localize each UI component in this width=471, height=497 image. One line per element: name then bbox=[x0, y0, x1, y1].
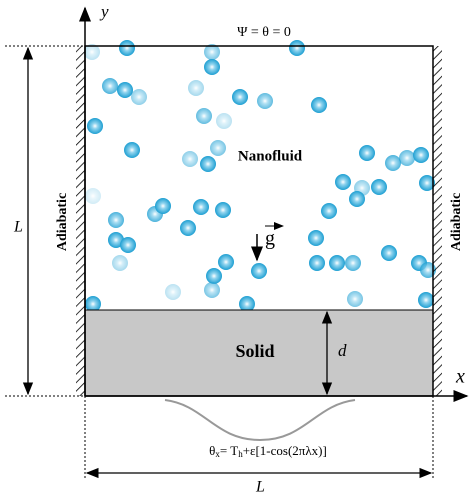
particle bbox=[289, 40, 305, 56]
particle bbox=[413, 147, 429, 163]
f-rest: +ε[1-cos(2πλx)] bbox=[243, 443, 327, 458]
particle bbox=[85, 296, 101, 312]
particle bbox=[84, 44, 100, 60]
particle bbox=[418, 292, 434, 308]
particle bbox=[381, 245, 397, 261]
particle bbox=[108, 232, 124, 248]
particle bbox=[87, 118, 103, 134]
fluid-label: Nanofluid bbox=[238, 148, 303, 164]
heating-profile bbox=[164, 399, 356, 442]
right-hatch bbox=[433, 46, 442, 396]
particles bbox=[84, 40, 436, 312]
x-label: x bbox=[455, 366, 465, 388]
particle bbox=[399, 150, 415, 166]
particle bbox=[204, 44, 220, 60]
f-sub: h bbox=[238, 449, 243, 459]
particle bbox=[180, 220, 196, 236]
gravity-label: g bbox=[265, 228, 275, 250]
particle bbox=[309, 255, 325, 271]
particle bbox=[155, 198, 171, 214]
particle bbox=[419, 175, 435, 191]
particle bbox=[204, 282, 220, 298]
particle bbox=[308, 230, 324, 246]
particle bbox=[206, 268, 222, 284]
particle bbox=[321, 203, 337, 219]
particle bbox=[165, 284, 181, 300]
left-hatch bbox=[76, 46, 85, 396]
solid-label: Solid bbox=[235, 341, 274, 361]
width-label: L bbox=[255, 479, 265, 496]
particle bbox=[385, 155, 401, 171]
particle bbox=[117, 82, 133, 98]
particle bbox=[232, 89, 248, 105]
height-label: L bbox=[13, 219, 23, 236]
thickness-label: d bbox=[338, 341, 347, 360]
particle bbox=[108, 212, 124, 228]
particle bbox=[349, 191, 365, 207]
particle bbox=[216, 113, 232, 129]
particle bbox=[102, 78, 118, 94]
particle bbox=[215, 202, 231, 218]
particle bbox=[420, 262, 436, 278]
left-wall-label: Adiabatic bbox=[55, 193, 70, 251]
particle bbox=[311, 97, 327, 113]
particle bbox=[257, 93, 273, 109]
particle bbox=[210, 140, 226, 156]
particle bbox=[200, 156, 216, 172]
top-boundary: Ψ = θ = 0 bbox=[237, 25, 291, 40]
bottom-condition: θx= Th+ε[1-cos(2πλx)] bbox=[209, 443, 327, 459]
f-theta: θ bbox=[209, 443, 215, 458]
right-wall-label: Adiabatic bbox=[449, 193, 464, 251]
particle bbox=[329, 255, 345, 271]
particle bbox=[347, 291, 363, 307]
particle bbox=[182, 151, 198, 167]
f-sub: x bbox=[215, 449, 220, 459]
particle bbox=[359, 145, 375, 161]
particle bbox=[188, 80, 204, 96]
particle bbox=[112, 255, 128, 271]
y-label: y bbox=[99, 2, 109, 21]
particle bbox=[251, 263, 267, 279]
particle bbox=[196, 108, 212, 124]
particle bbox=[193, 199, 209, 215]
particle bbox=[239, 296, 255, 312]
solid-region bbox=[84, 309, 434, 397]
f-mid: = T bbox=[220, 443, 238, 458]
particle bbox=[119, 40, 135, 56]
particle bbox=[345, 255, 361, 271]
particle bbox=[218, 254, 234, 270]
particle bbox=[131, 89, 147, 105]
particle bbox=[204, 59, 220, 75]
particle bbox=[335, 174, 351, 190]
particle bbox=[124, 142, 140, 158]
particle bbox=[371, 179, 387, 195]
particle bbox=[120, 237, 136, 253]
particle bbox=[85, 188, 101, 204]
